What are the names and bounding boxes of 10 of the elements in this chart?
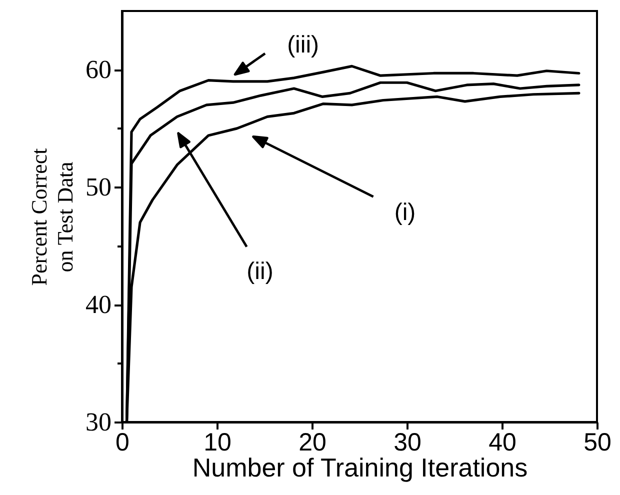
annotation: (i) xyxy=(394,199,416,226)
y-tick-label: 40 xyxy=(86,290,112,320)
y-tick-label: 30 xyxy=(86,408,112,436)
y-axis-title: Percent Correct on Test Data xyxy=(26,148,78,286)
annotation: (iii) xyxy=(287,31,320,58)
y-tick-label: 50 xyxy=(86,172,112,202)
annotation: (ii) xyxy=(246,258,274,285)
x-tick-label: 50 xyxy=(584,428,612,456)
x-tick-label: 0 xyxy=(116,428,130,456)
y-tick-label: 60 xyxy=(86,55,112,84)
